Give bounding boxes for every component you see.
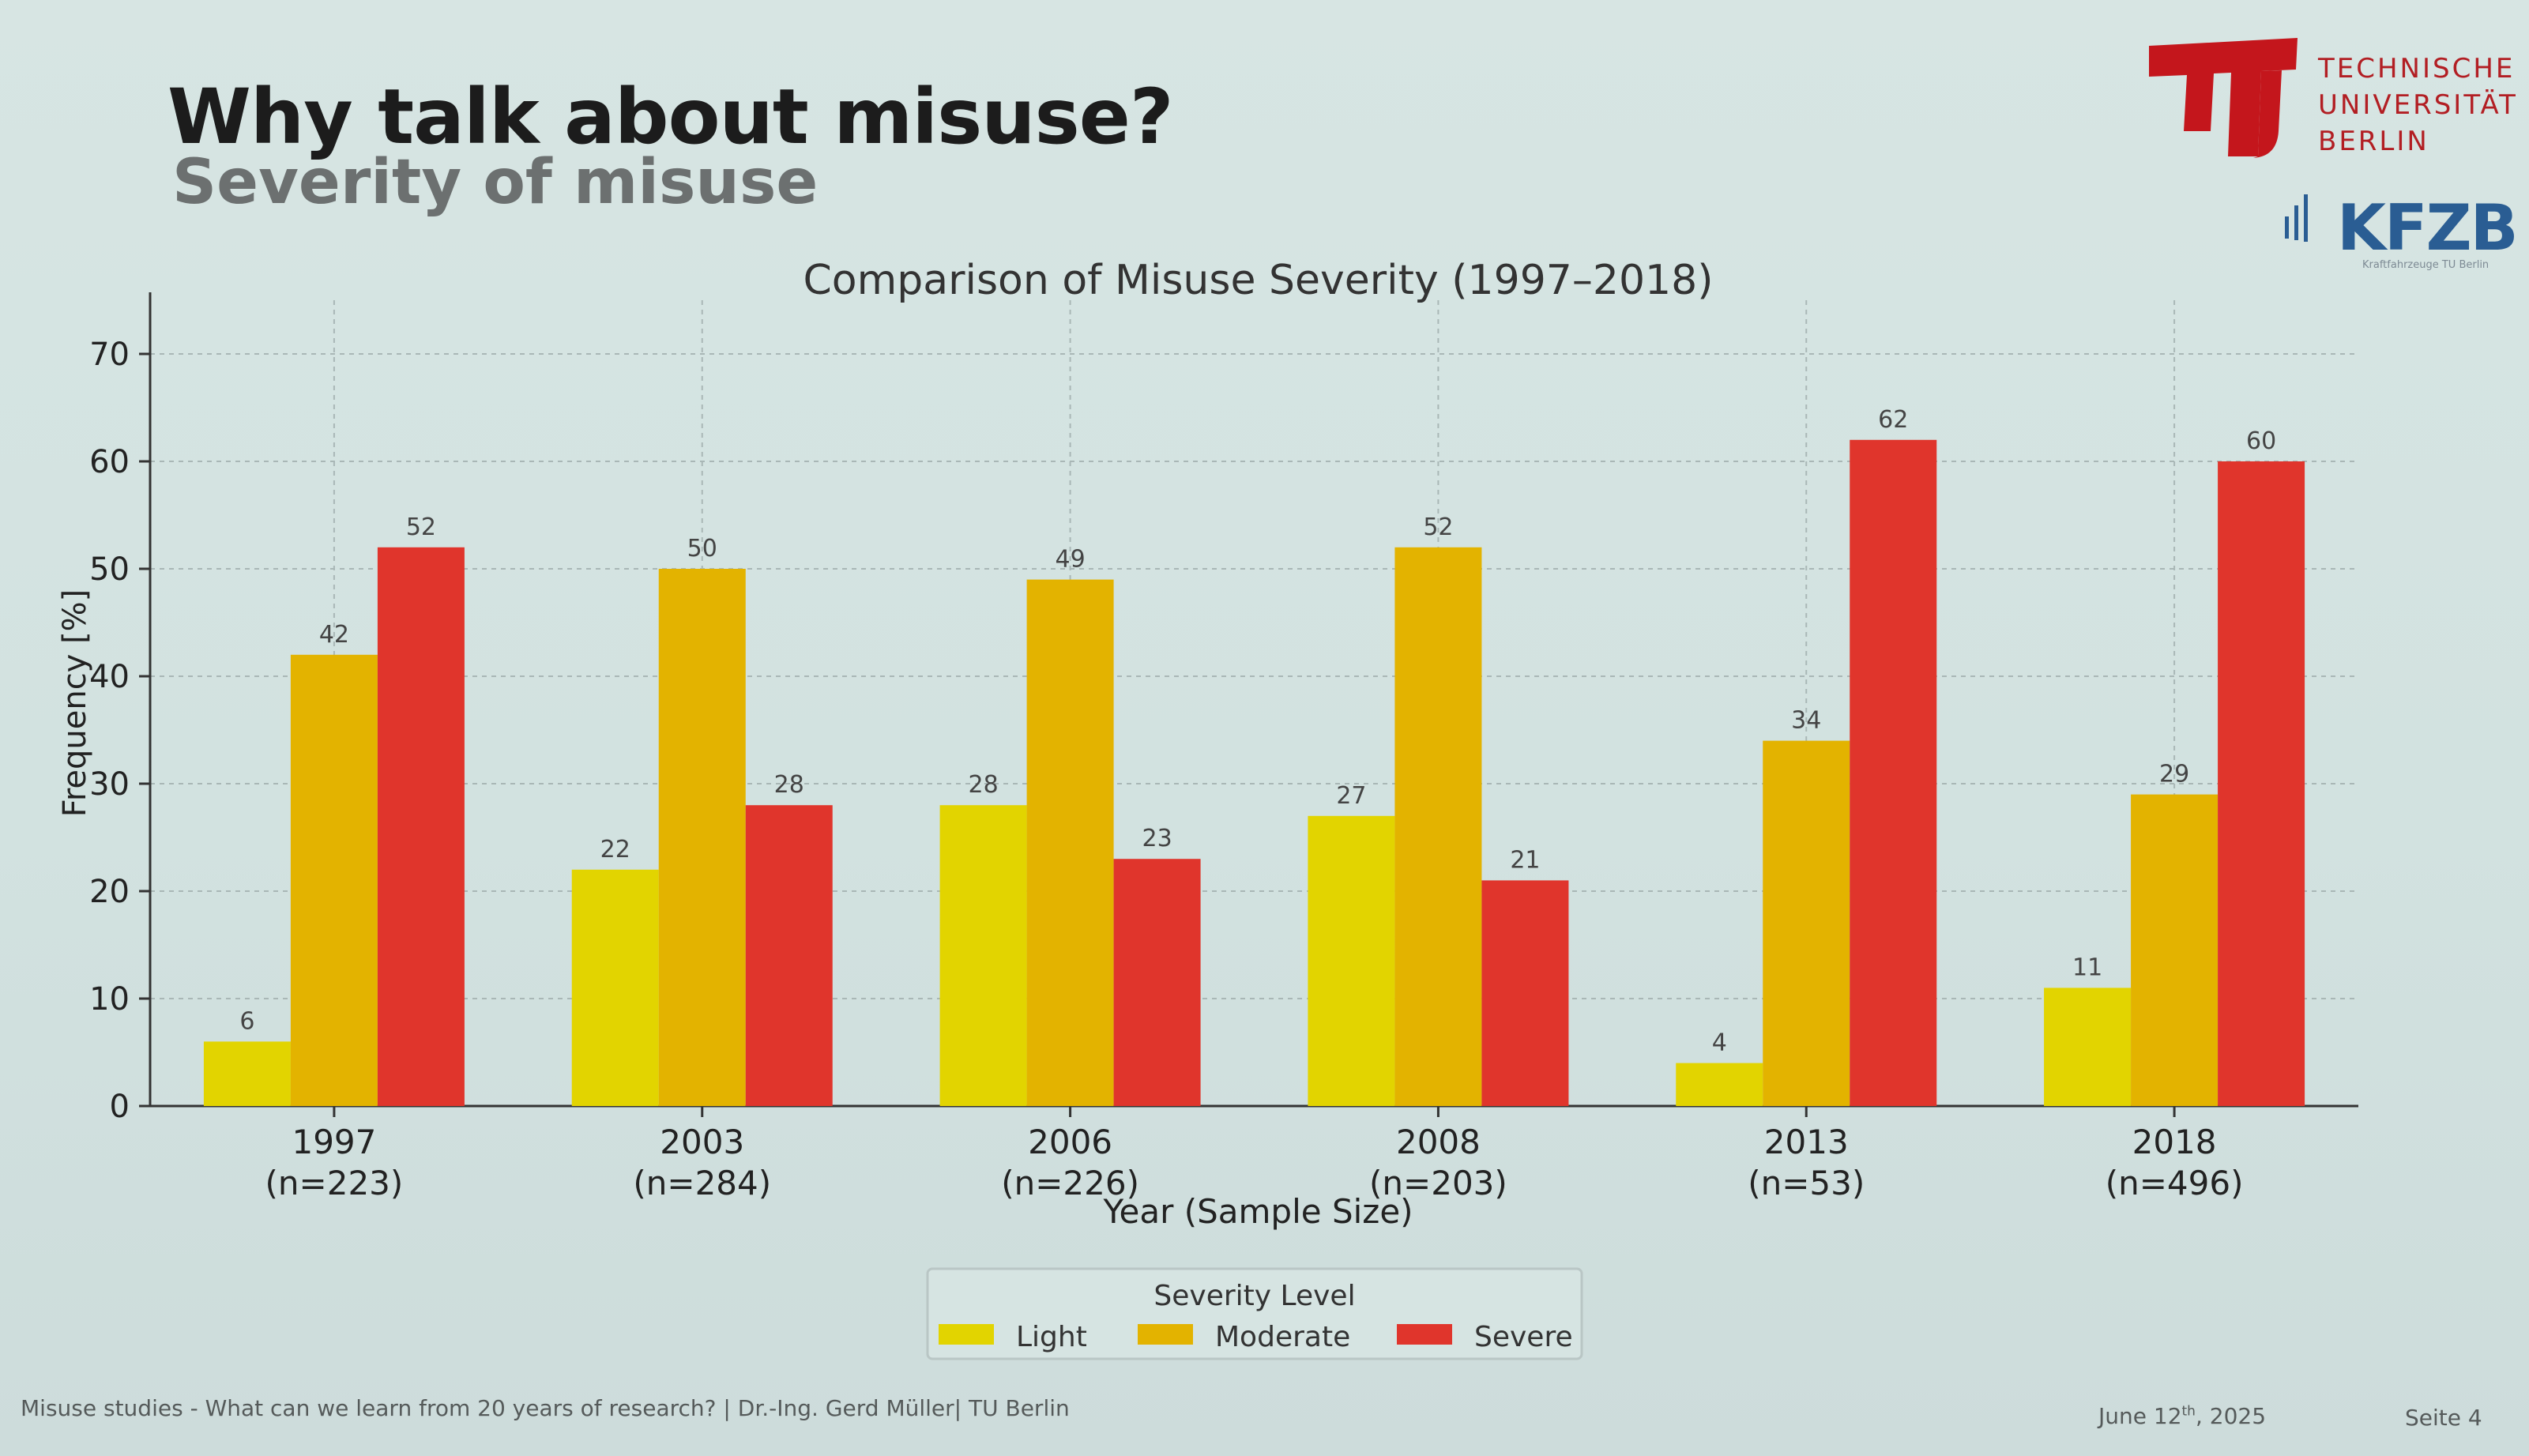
bar-moderate bbox=[1394, 547, 1482, 1106]
bar-value-label: 52 bbox=[1423, 514, 1453, 541]
y-tick-label: 60 bbox=[89, 444, 130, 480]
bar-light bbox=[939, 805, 1027, 1106]
bar-severe bbox=[2218, 461, 2305, 1106]
legend-title: Severity Level bbox=[1153, 1280, 1355, 1312]
bar-severe bbox=[745, 805, 833, 1106]
x-tick-label-year: 2018 bbox=[2132, 1123, 2217, 1161]
footer-page-number: Seite 4 bbox=[2405, 1405, 2482, 1431]
bar-severe bbox=[1850, 439, 1937, 1106]
bar-moderate bbox=[2131, 794, 2219, 1106]
bar-value-label: 60 bbox=[2246, 427, 2276, 455]
y-tick-label: 40 bbox=[89, 659, 130, 695]
y-tick-label: 50 bbox=[89, 551, 130, 588]
legend-label-severe: Severe bbox=[1474, 1321, 1573, 1353]
bar-severe bbox=[1113, 859, 1201, 1106]
bar-value-label: 27 bbox=[1336, 782, 1366, 810]
x-tick-label-year: 2008 bbox=[1396, 1123, 1481, 1161]
legend-label-light: Light bbox=[1016, 1321, 1087, 1353]
x-tick-label-year: 2013 bbox=[1764, 1123, 1849, 1161]
tu-berlin-wordmark: TECHNISCHE UNIVERSITÄT BERLIN bbox=[2318, 51, 2518, 160]
chart-title: Comparison of Misuse Severity (1997–2018… bbox=[803, 257, 1713, 304]
bar-light bbox=[571, 869, 659, 1106]
tu-berlin-logo-icon bbox=[2149, 38, 2298, 158]
x-tick-label-sample: (n=284) bbox=[633, 1164, 771, 1202]
y-tick-label: 10 bbox=[89, 981, 130, 1018]
footer-date-year: , 2025 bbox=[2195, 1403, 2267, 1429]
y-tick-label: 30 bbox=[89, 766, 130, 803]
bar-light bbox=[203, 1041, 291, 1106]
x-tick-label-year: 2006 bbox=[1028, 1123, 1112, 1161]
x-tick-label-sample: (n=496) bbox=[2106, 1164, 2244, 1202]
bar-value-label: 11 bbox=[2072, 954, 2102, 981]
x-tick-label-sample: (n=223) bbox=[265, 1164, 404, 1202]
legend-label-moderate: Moderate bbox=[1215, 1321, 1350, 1353]
legend-swatch-light bbox=[939, 1324, 994, 1345]
y-tick-label: 70 bbox=[89, 337, 130, 373]
bar-value-label: 28 bbox=[968, 771, 998, 799]
kfzb-logo-subtext: Kraftfahrzeuge TU Berlin bbox=[2362, 259, 2489, 271]
bar-light bbox=[2044, 988, 2132, 1106]
footer-date-main: June 12 bbox=[2098, 1403, 2182, 1429]
x-tick-label-sample: (n=203) bbox=[1369, 1164, 1507, 1202]
bar-value-label: 34 bbox=[1791, 707, 1821, 735]
bar-value-label: 28 bbox=[774, 771, 804, 799]
bar-moderate bbox=[290, 654, 378, 1106]
footer-date: June 12th, 2025 bbox=[2098, 1403, 2266, 1429]
bar-value-label: 42 bbox=[319, 621, 349, 649]
footer-text: Misuse studies - What can we learn from … bbox=[21, 1395, 1070, 1421]
bar-value-label: 49 bbox=[1055, 546, 1085, 574]
bar-value-label: 62 bbox=[1878, 406, 1908, 434]
y-axis-title: Frequency [%] bbox=[57, 589, 93, 818]
footer-date-sup: th bbox=[2181, 1403, 2196, 1420]
bar-light bbox=[1308, 815, 1395, 1106]
x-tick-label-year: 2003 bbox=[660, 1123, 744, 1161]
legend-swatch-severe bbox=[1397, 1324, 1452, 1345]
bar-value-label: 6 bbox=[239, 1007, 254, 1035]
x-tick-label-year: 1997 bbox=[292, 1123, 376, 1161]
bar-light bbox=[1676, 1063, 1763, 1106]
tu-text-line-2: UNIVERSITÄT bbox=[2318, 89, 2518, 121]
tu-text-line-1: TECHNISCHE bbox=[2318, 53, 2516, 85]
bar-value-label: 4 bbox=[1712, 1029, 1727, 1057]
legend-swatch-moderate bbox=[1138, 1324, 1193, 1345]
bar-severe bbox=[377, 547, 465, 1106]
bar-moderate bbox=[1026, 579, 1114, 1106]
bar-value-label: 29 bbox=[2159, 761, 2189, 788]
bar-value-label: 23 bbox=[1142, 825, 1172, 852]
tu-text-line-3: BERLIN bbox=[2318, 126, 2429, 157]
bar-moderate bbox=[1763, 740, 1850, 1106]
bar-value-label: 52 bbox=[406, 514, 436, 541]
x-tick-label-sample: (n=53) bbox=[1748, 1164, 1865, 1202]
bar-value-label: 22 bbox=[600, 836, 630, 863]
bar-value-label: 21 bbox=[1510, 846, 1540, 874]
kfzb-logo-icon bbox=[2285, 194, 2308, 242]
x-axis-title: Year (Sample Size) bbox=[1102, 1192, 1413, 1231]
y-tick-label: 0 bbox=[110, 1089, 130, 1125]
bar-value-label: 50 bbox=[687, 535, 717, 562]
y-tick-label: 20 bbox=[89, 874, 130, 910]
bar-severe bbox=[1481, 880, 1569, 1106]
slide-title: Why talk about misuse? bbox=[167, 73, 1174, 161]
slide-subtitle: Severity of misuse bbox=[172, 147, 819, 218]
kfzb-logo-text: KFZB bbox=[2337, 191, 2519, 265]
x-tick-label-sample: (n=226) bbox=[1001, 1164, 1139, 1202]
bar-moderate bbox=[658, 569, 746, 1106]
